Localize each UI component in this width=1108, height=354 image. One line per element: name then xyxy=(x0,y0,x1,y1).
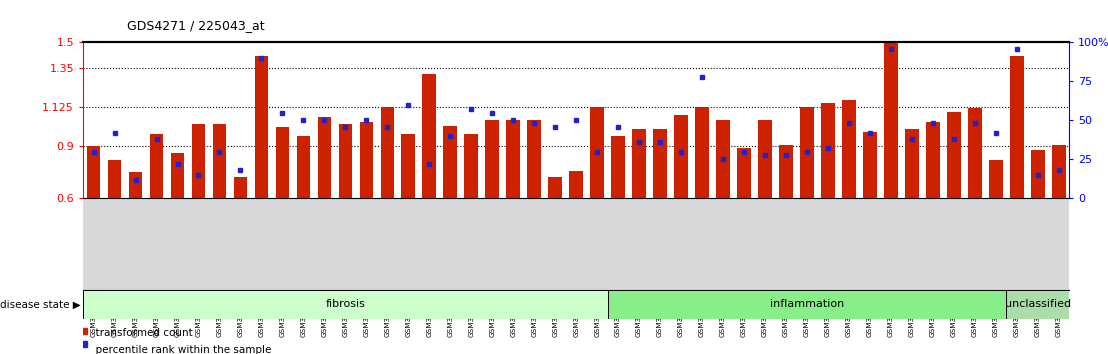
Bar xyxy=(276,127,289,198)
Bar xyxy=(989,160,1003,198)
Bar xyxy=(842,99,855,198)
Bar xyxy=(129,172,142,198)
Bar xyxy=(464,134,478,198)
Bar xyxy=(821,103,834,198)
Bar xyxy=(633,129,646,198)
Bar xyxy=(548,177,562,198)
Bar xyxy=(1030,150,1045,198)
Bar xyxy=(171,153,184,198)
Bar xyxy=(506,120,520,198)
Bar xyxy=(716,120,730,198)
Text: percentile rank within the sample: percentile rank within the sample xyxy=(89,346,271,354)
Bar xyxy=(926,122,940,198)
Text: transformed count: transformed count xyxy=(89,328,193,338)
Text: GDS4271 / 225043_at: GDS4271 / 225043_at xyxy=(127,19,265,32)
Bar xyxy=(800,107,813,198)
Bar xyxy=(401,134,416,198)
Bar xyxy=(150,134,163,198)
Bar xyxy=(675,115,688,198)
Bar xyxy=(213,124,226,198)
Text: disease state ▶: disease state ▶ xyxy=(0,299,81,309)
Bar xyxy=(570,171,583,198)
Bar xyxy=(107,160,122,198)
Bar xyxy=(83,290,607,319)
Bar xyxy=(527,120,541,198)
Bar xyxy=(1051,144,1066,198)
Bar xyxy=(695,107,709,198)
Bar xyxy=(86,146,101,198)
Bar xyxy=(968,108,982,198)
Bar xyxy=(359,122,373,198)
Bar xyxy=(737,148,751,198)
Bar xyxy=(485,120,499,198)
Text: inflammation: inflammation xyxy=(770,299,844,309)
Text: unclassified: unclassified xyxy=(1005,299,1070,309)
Bar xyxy=(297,136,310,198)
Bar xyxy=(612,136,625,198)
Bar xyxy=(884,42,897,198)
Bar xyxy=(380,107,394,198)
Text: fibrosis: fibrosis xyxy=(326,299,366,309)
Bar xyxy=(654,129,667,198)
Bar xyxy=(905,129,919,198)
Bar xyxy=(863,132,876,198)
Bar xyxy=(339,124,352,198)
Bar xyxy=(192,124,205,198)
Bar xyxy=(591,107,604,198)
Bar xyxy=(234,177,247,198)
Bar xyxy=(422,74,437,198)
Bar xyxy=(947,112,961,198)
Bar xyxy=(607,290,1006,319)
Bar xyxy=(255,56,268,198)
Bar xyxy=(779,144,793,198)
Bar xyxy=(1010,56,1024,198)
Bar xyxy=(1006,290,1069,319)
Bar xyxy=(443,126,458,198)
Bar xyxy=(318,117,331,198)
Bar xyxy=(758,120,772,198)
